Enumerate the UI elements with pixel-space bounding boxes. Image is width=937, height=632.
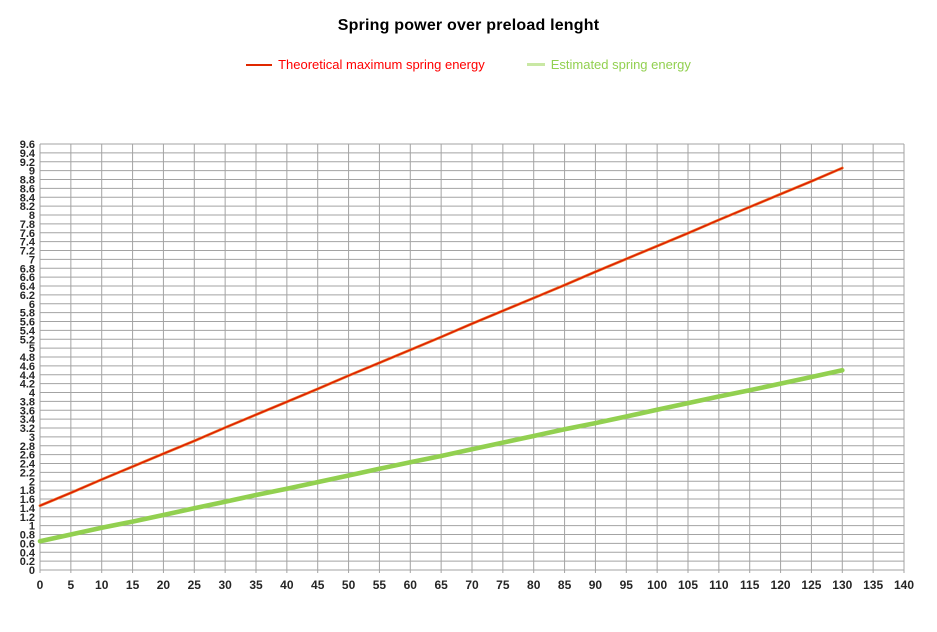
y-axis-tick-label: 1 (29, 521, 35, 533)
x-axis-tick-label: 45 (311, 578, 325, 592)
y-axis-tick-label: 8.6 (20, 183, 35, 195)
y-axis-tick-label: 7.2 (20, 246, 35, 258)
y-axis-tick-label: 8.4 (20, 192, 36, 204)
gridlines (39, 143, 905, 573)
y-axis-tick-label: 4.4 (20, 370, 36, 382)
y-axis-tick-label: 9.4 (20, 148, 36, 160)
y-axis-tick-label: 4 (29, 388, 36, 400)
y-axis-tick-label: 5 (29, 343, 35, 355)
y-axis-tick-label: 7 (29, 254, 35, 266)
x-axis-tick-label: 0 (37, 578, 44, 592)
y-axis-tick-label: 7.4 (20, 237, 36, 249)
y-axis-tick-label: 8.8 (20, 175, 35, 187)
y-axis-tick-label: 2.4 (20, 459, 36, 471)
y-axis-tick-label: 6.2 (20, 290, 35, 302)
y-axis-tick-label: 7.8 (20, 219, 35, 231)
x-axis-tick-label: 100 (647, 578, 667, 592)
x-axis-tick-label: 20 (157, 578, 171, 592)
x-axis-labels: 0 5 10 15 20 25 30 35 40 45 50 55 60 65 70 75 80 85 90 95 10… (37, 578, 915, 592)
legend-label-estimated: Estimated spring energy (550, 57, 691, 72)
x-axis-tick-label: 70 (465, 578, 479, 592)
legend-line-marker-theoretical (246, 63, 273, 66)
y-axis-tick-label: 3 (29, 432, 35, 444)
y-axis-tick-label: 3.4 (20, 414, 36, 426)
y-axis-tick-label: 7.6 (20, 228, 35, 240)
y-axis-tick-label: 0.4 (20, 547, 36, 559)
y-axis-tick-label: 6 (29, 299, 35, 311)
legend: Theoretical maximum spring energy Estima… (0, 57, 937, 72)
y-axis-tick-label: 5.2 (20, 334, 35, 346)
x-axis-tick-label: 95 (620, 578, 634, 592)
x-axis-tick-label: 15 (126, 578, 140, 592)
series-line-theoretical (38, 166, 844, 508)
y-axis-tick-label: 3.6 (20, 405, 35, 417)
x-axis-tick-label: 55 (373, 578, 387, 592)
x-axis-tick-label: 10 (95, 578, 109, 592)
y-axis-tick-label: 5.6 (20, 317, 35, 329)
y-axis-tick-label: 2 (29, 476, 35, 488)
y-axis-tick-label: 6.6 (20, 272, 35, 284)
x-axis-tick-label: 140 (894, 578, 914, 592)
y-axis-tick-label: 2.8 (20, 441, 35, 453)
y-axis-tick-label: 4.2 (20, 379, 35, 391)
x-axis-tick-label: 60 (404, 578, 418, 592)
y-axis-tick-label: 5.4 (20, 325, 36, 337)
y-axis-tick-label: 9.2 (20, 157, 35, 169)
y-axis-labels: 9.69.49.298.88.68.48.287.87.67.47.276.86… (20, 139, 36, 577)
x-axis-tick-label: 40 (280, 578, 294, 592)
y-axis-tick-label: 2.2 (20, 467, 35, 479)
y-axis-tick-label: 1.8 (20, 485, 35, 497)
y-axis-tick-label: 6.8 (20, 263, 35, 275)
series-line-estimated (37, 367, 845, 544)
y-axis-tick-label: 8.2 (20, 201, 35, 213)
y-axis-tick-label: 0.2 (20, 556, 35, 568)
y-axis-tick-label: 3.8 (20, 396, 35, 408)
legend-item-estimated: Estimated spring energy (526, 57, 691, 72)
legend-label-theoretical: Theoretical maximum spring energy (278, 57, 485, 72)
x-axis-tick-label: 115 (740, 578, 760, 592)
legend-line-marker-estimated (526, 63, 545, 66)
x-axis-tick-label: 65 (434, 578, 448, 592)
y-axis-tick-label: 5.8 (20, 308, 35, 320)
x-axis-tick-label: 35 (249, 578, 263, 592)
x-axis-tick-label: 50 (342, 578, 356, 592)
y-axis-tick-label: 0 (29, 565, 35, 577)
x-axis-tick-label: 135 (863, 578, 883, 592)
x-axis-tick-label: 25 (188, 578, 202, 592)
legend-item-theoretical: Theoretical maximum spring energy (246, 57, 485, 72)
x-axis-tick-label: 5 (68, 578, 75, 592)
y-axis-tick-label: 0.6 (20, 538, 35, 550)
y-axis-tick-label: 2.6 (20, 450, 35, 462)
x-axis-tick-label: 90 (589, 578, 603, 592)
x-axis-tick-label: 30 (218, 578, 232, 592)
chart-title: Spring power over preload lenght (337, 17, 600, 34)
x-axis-tick-label: 105 (678, 578, 698, 592)
x-axis-tick-label: 125 (801, 578, 821, 592)
y-axis-tick-label: 3.2 (20, 423, 35, 435)
x-axis-tick-label: 130 (832, 578, 852, 592)
x-axis-tick-label: 75 (496, 578, 510, 592)
x-axis-tick-label: 85 (558, 578, 572, 592)
y-axis-tick-label: 1.2 (20, 512, 35, 524)
y-axis-tick-label: 6.4 (20, 281, 36, 293)
y-axis-tick-label: 9 (29, 166, 35, 178)
y-axis-tick-label: 9.6 (20, 139, 35, 151)
y-axis-tick-label: 4.8 (20, 352, 35, 364)
y-axis-tick-label: 0.8 (20, 530, 35, 542)
y-axis-tick-label: 1.6 (20, 494, 35, 506)
y-axis-tick-label: 1.4 (20, 503, 36, 515)
y-axis-tick-label: 8 (29, 210, 35, 222)
x-axis-tick-label: 120 (771, 578, 791, 592)
y-axis-tick-label: 4.6 (20, 361, 35, 373)
x-axis-tick-label: 110 (709, 578, 729, 592)
x-axis-tick-label: 80 (527, 578, 541, 592)
